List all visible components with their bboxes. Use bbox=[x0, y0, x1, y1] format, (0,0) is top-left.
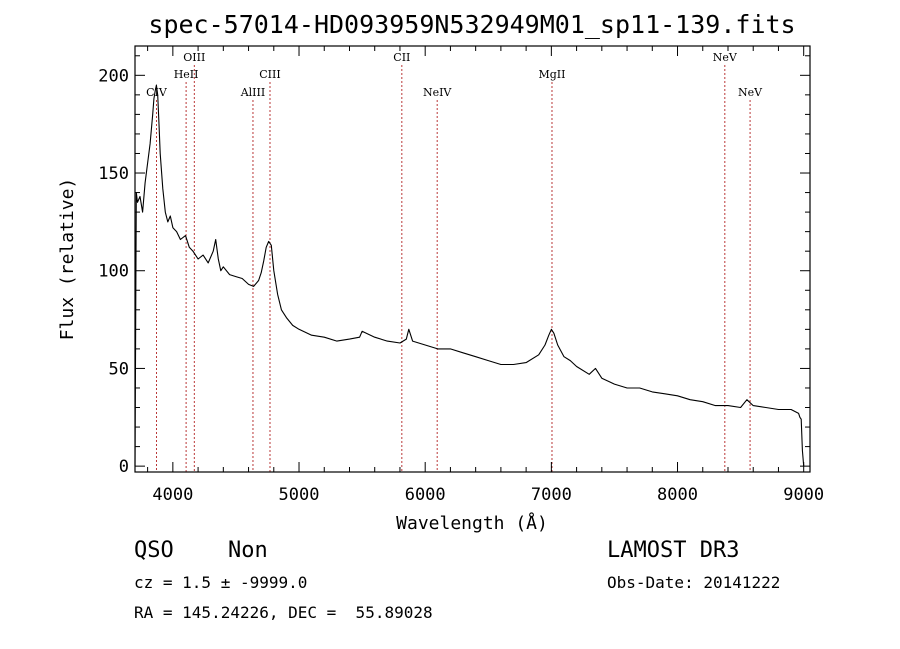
spectral-line-label-8: NeV bbox=[713, 51, 738, 64]
plot-frame bbox=[134, 45, 811, 473]
spectral-line-label-2: OIII bbox=[183, 51, 205, 64]
redshift-text: cz = 1.5 ± -9999.0 bbox=[134, 573, 308, 592]
x-tick-label: 5000 bbox=[279, 485, 320, 505]
spectral-line-label-6: NeIV bbox=[423, 86, 452, 99]
y-tick-label: 0 bbox=[119, 457, 129, 477]
y-tick-label: 150 bbox=[98, 164, 129, 184]
spectral-line-label-9: NeV bbox=[738, 86, 763, 99]
axis-ticks: 4000 5000 6000 7000 8000 9000 0 50 100 150 200 bbox=[98, 46, 824, 505]
y-tick-label: 200 bbox=[98, 66, 129, 86]
x-tick-label: 7000 bbox=[531, 485, 572, 505]
spectral-line-label-3: AlIII bbox=[240, 86, 266, 99]
object-class: QSO bbox=[134, 538, 174, 563]
spectral-line-label-5: CII bbox=[393, 51, 410, 64]
x-tick-label: 4000 bbox=[152, 485, 193, 505]
spectrum-series bbox=[134, 84, 805, 467]
survey-name: LAMOST DR3 bbox=[607, 538, 740, 563]
obs-date: Obs-Date: 20141222 bbox=[607, 573, 781, 592]
x-tick-label: 8000 bbox=[657, 485, 698, 505]
y-tick-label: 100 bbox=[98, 262, 129, 282]
x-tick-label: 6000 bbox=[405, 485, 446, 505]
coordinates: RA = 145.24226, DEC = 55.89028 bbox=[134, 603, 433, 622]
x-axis-label: Wavelength (Å) bbox=[396, 512, 548, 534]
y-axis-label: Flux (relative) bbox=[57, 178, 78, 341]
spectral-line-label-4: CIII bbox=[259, 68, 280, 81]
object-subclass: Non bbox=[228, 538, 268, 563]
spectral-line-label-7: MgII bbox=[538, 68, 565, 81]
spectral-line-label-1: HeII bbox=[174, 68, 199, 81]
spectrum-line-0 bbox=[134, 84, 805, 467]
chart-title: spec-57014-HD093959N532949M01_sp11-139.f… bbox=[148, 10, 795, 39]
x-tick-label: 9000 bbox=[783, 485, 824, 505]
y-tick-label: 50 bbox=[109, 359, 129, 379]
